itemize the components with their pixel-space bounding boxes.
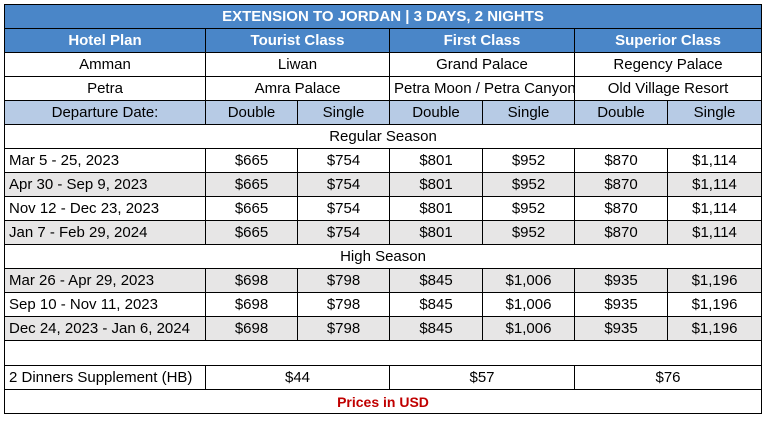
price-cell: $952	[482, 220, 575, 245]
price-cell: $870	[574, 172, 668, 197]
price-cell: $801	[389, 172, 483, 197]
subheader-row: Departure Date: Double Single Double Sin…	[4, 100, 763, 125]
price-cell: $935	[574, 316, 668, 341]
price-cell: $952	[482, 172, 575, 197]
departure-date-header: Departure Date:	[4, 100, 206, 125]
price-cell: $952	[482, 196, 575, 221]
price-cell: $870	[574, 196, 668, 221]
price-cell: $754	[297, 148, 390, 173]
superior-single-header: Single	[666, 100, 763, 125]
price-cell: $801	[389, 196, 483, 221]
price-cell: $1,196	[666, 268, 763, 293]
departure-date: Mar 5 - 25, 2023	[4, 148, 206, 173]
high-season-label: High Season	[3, 244, 763, 269]
price-cell: $665	[205, 148, 298, 173]
price-cell: $1,006	[482, 268, 575, 293]
price-cell: $801	[389, 148, 483, 173]
hotel-city: Petra	[4, 76, 206, 101]
tourist-double-header: Double	[205, 100, 298, 125]
hotel-superior: Regency Palace	[573, 52, 763, 77]
price-cell: $845	[389, 316, 483, 341]
header-superior-class: Superior Class	[573, 28, 763, 53]
supplement-tourist: $44	[205, 365, 390, 390]
table-row: Nov 12 - Dec 23, 2023 $665 $754 $801 $95…	[4, 196, 763, 221]
hotel-row: Amman Liwan Grand Palace Regency Palace	[4, 52, 763, 77]
price-cell: $665	[205, 172, 298, 197]
price-cell: $1,114	[666, 220, 763, 245]
supplement-label: 2 Dinners Supplement (HB)	[4, 365, 206, 390]
header-hotel-plan: Hotel Plan	[4, 28, 206, 53]
table-row: Mar 5 - 25, 2023 $665 $754 $801 $952 $87…	[4, 148, 763, 173]
price-cell: $754	[297, 220, 390, 245]
price-cell: $698	[205, 292, 298, 317]
season-label-row: High Season	[3, 244, 763, 269]
departure-date: Jan 7 - Feb 29, 2024	[4, 220, 206, 245]
pricing-table: EXTENSION TO JORDAN | 3 DAYS, 2 NIGHTS H…	[3, 4, 763, 414]
superior-double-header: Double	[574, 100, 668, 125]
hotel-city: Amman	[4, 52, 206, 77]
price-cell: $1,114	[666, 196, 763, 221]
first-single-header: Single	[482, 100, 575, 125]
departure-date: Sep 10 - Nov 11, 2023	[4, 292, 206, 317]
first-double-header: Double	[389, 100, 483, 125]
hotel-first: Grand Palace	[389, 52, 575, 77]
departure-date: Dec 24, 2023 - Jan 6, 2024	[4, 316, 206, 341]
hotel-tourist: Amra Palace	[205, 76, 390, 101]
hotel-row: Petra Amra Palace Petra Moon / Petra Can…	[4, 76, 763, 101]
table-row: Dec 24, 2023 - Jan 6, 2024 $698 $798 $84…	[4, 316, 763, 341]
hotel-tourist: Liwan	[205, 52, 390, 77]
table-row: Mar 26 - Apr 29, 2023 $698 $798 $845 $1,…	[4, 268, 763, 293]
price-cell: $698	[205, 316, 298, 341]
table-row: Jan 7 - Feb 29, 2024 $665 $754 $801 $952…	[4, 220, 763, 245]
price-cell: $935	[574, 268, 668, 293]
price-cell: $1,114	[666, 148, 763, 173]
departure-date: Nov 12 - Dec 23, 2023	[4, 196, 206, 221]
departure-date: Apr 30 - Sep 9, 2023	[4, 172, 206, 197]
price-cell: $1,196	[666, 316, 763, 341]
blank-cell	[3, 340, 763, 366]
price-cell: $1,006	[482, 292, 575, 317]
price-cell: $698	[205, 268, 298, 293]
price-cell: $665	[205, 196, 298, 221]
regular-season-label: Regular Season	[3, 124, 763, 149]
price-cell: $845	[389, 268, 483, 293]
tourist-single-header: Single	[297, 100, 390, 125]
price-cell: $1,114	[666, 172, 763, 197]
price-cell: $845	[389, 292, 483, 317]
price-cell: $1,196	[666, 292, 763, 317]
season-label-row: Regular Season	[3, 124, 763, 149]
hotel-superior: Old Village Resort	[573, 76, 763, 101]
departure-date: Mar 26 - Apr 29, 2023	[4, 268, 206, 293]
price-cell: $935	[574, 292, 668, 317]
header-first-class: First Class	[389, 28, 575, 53]
prices-note: Prices in USD	[3, 389, 763, 414]
footer-row: Prices in USD	[3, 389, 763, 414]
price-cell: $870	[574, 148, 668, 173]
blank-row	[3, 340, 763, 366]
price-cell: $801	[389, 220, 483, 245]
pricing-table-wrapper: EXTENSION TO JORDAN | 3 DAYS, 2 NIGHTS H…	[3, 4, 763, 414]
supplement-first: $57	[389, 365, 575, 390]
header-row: Hotel Plan Tourist Class First Class Sup…	[4, 28, 763, 53]
supplement-row: 2 Dinners Supplement (HB) $44 $57 $76	[4, 365, 763, 390]
supplement-superior: $76	[573, 365, 763, 390]
price-cell: $754	[297, 196, 390, 221]
hotel-first: Petra Moon / Petra Canyon	[389, 76, 575, 101]
price-cell: $754	[297, 172, 390, 197]
table-title: EXTENSION TO JORDAN | 3 DAYS, 2 NIGHTS	[3, 4, 763, 29]
price-cell: $798	[297, 292, 390, 317]
title-row: EXTENSION TO JORDAN | 3 DAYS, 2 NIGHTS	[3, 4, 763, 29]
table-row: Sep 10 - Nov 11, 2023 $698 $798 $845 $1,…	[4, 292, 763, 317]
price-cell: $1,006	[482, 316, 575, 341]
price-cell: $870	[574, 220, 668, 245]
price-cell: $952	[482, 148, 575, 173]
price-cell: $798	[297, 268, 390, 293]
price-cell: $665	[205, 220, 298, 245]
price-cell: $798	[297, 316, 390, 341]
header-tourist-class: Tourist Class	[205, 28, 390, 53]
table-row: Apr 30 - Sep 9, 2023 $665 $754 $801 $952…	[4, 172, 763, 197]
